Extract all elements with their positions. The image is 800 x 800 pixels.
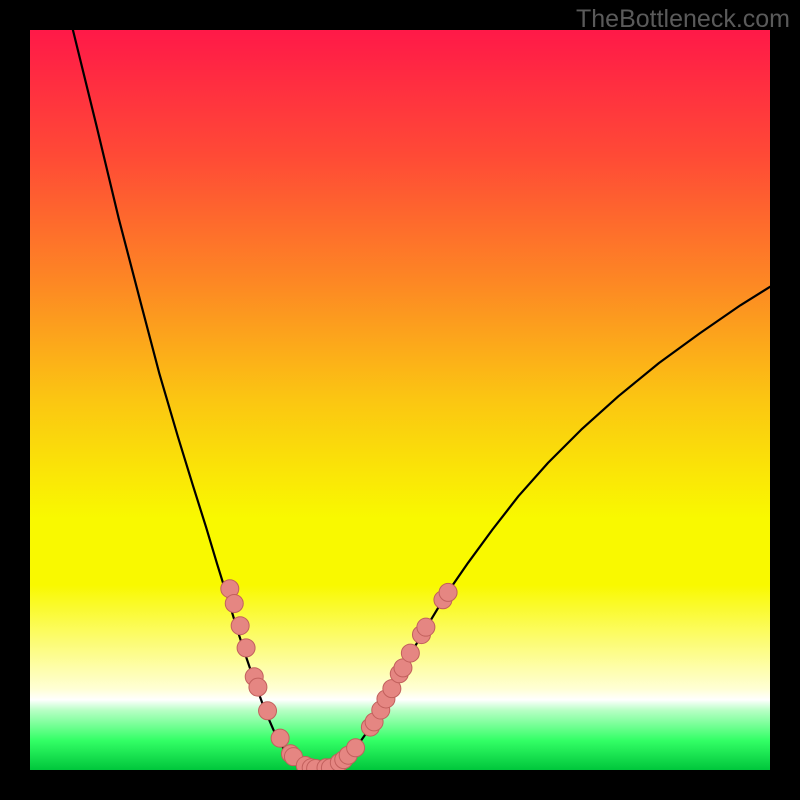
marker-dot — [231, 617, 249, 635]
marker-dot — [259, 702, 277, 720]
watermark-text: TheBottleneck.com — [576, 5, 790, 34]
marker-dot — [401, 644, 419, 662]
marker-dot — [225, 595, 243, 613]
marker-dot — [237, 639, 255, 657]
bottleneck-chart — [0, 0, 800, 800]
marker-dot — [249, 678, 267, 696]
marker-dot — [347, 739, 365, 757]
marker-dot — [417, 618, 435, 636]
marker-dot — [271, 729, 289, 747]
marker-dot — [439, 583, 457, 601]
